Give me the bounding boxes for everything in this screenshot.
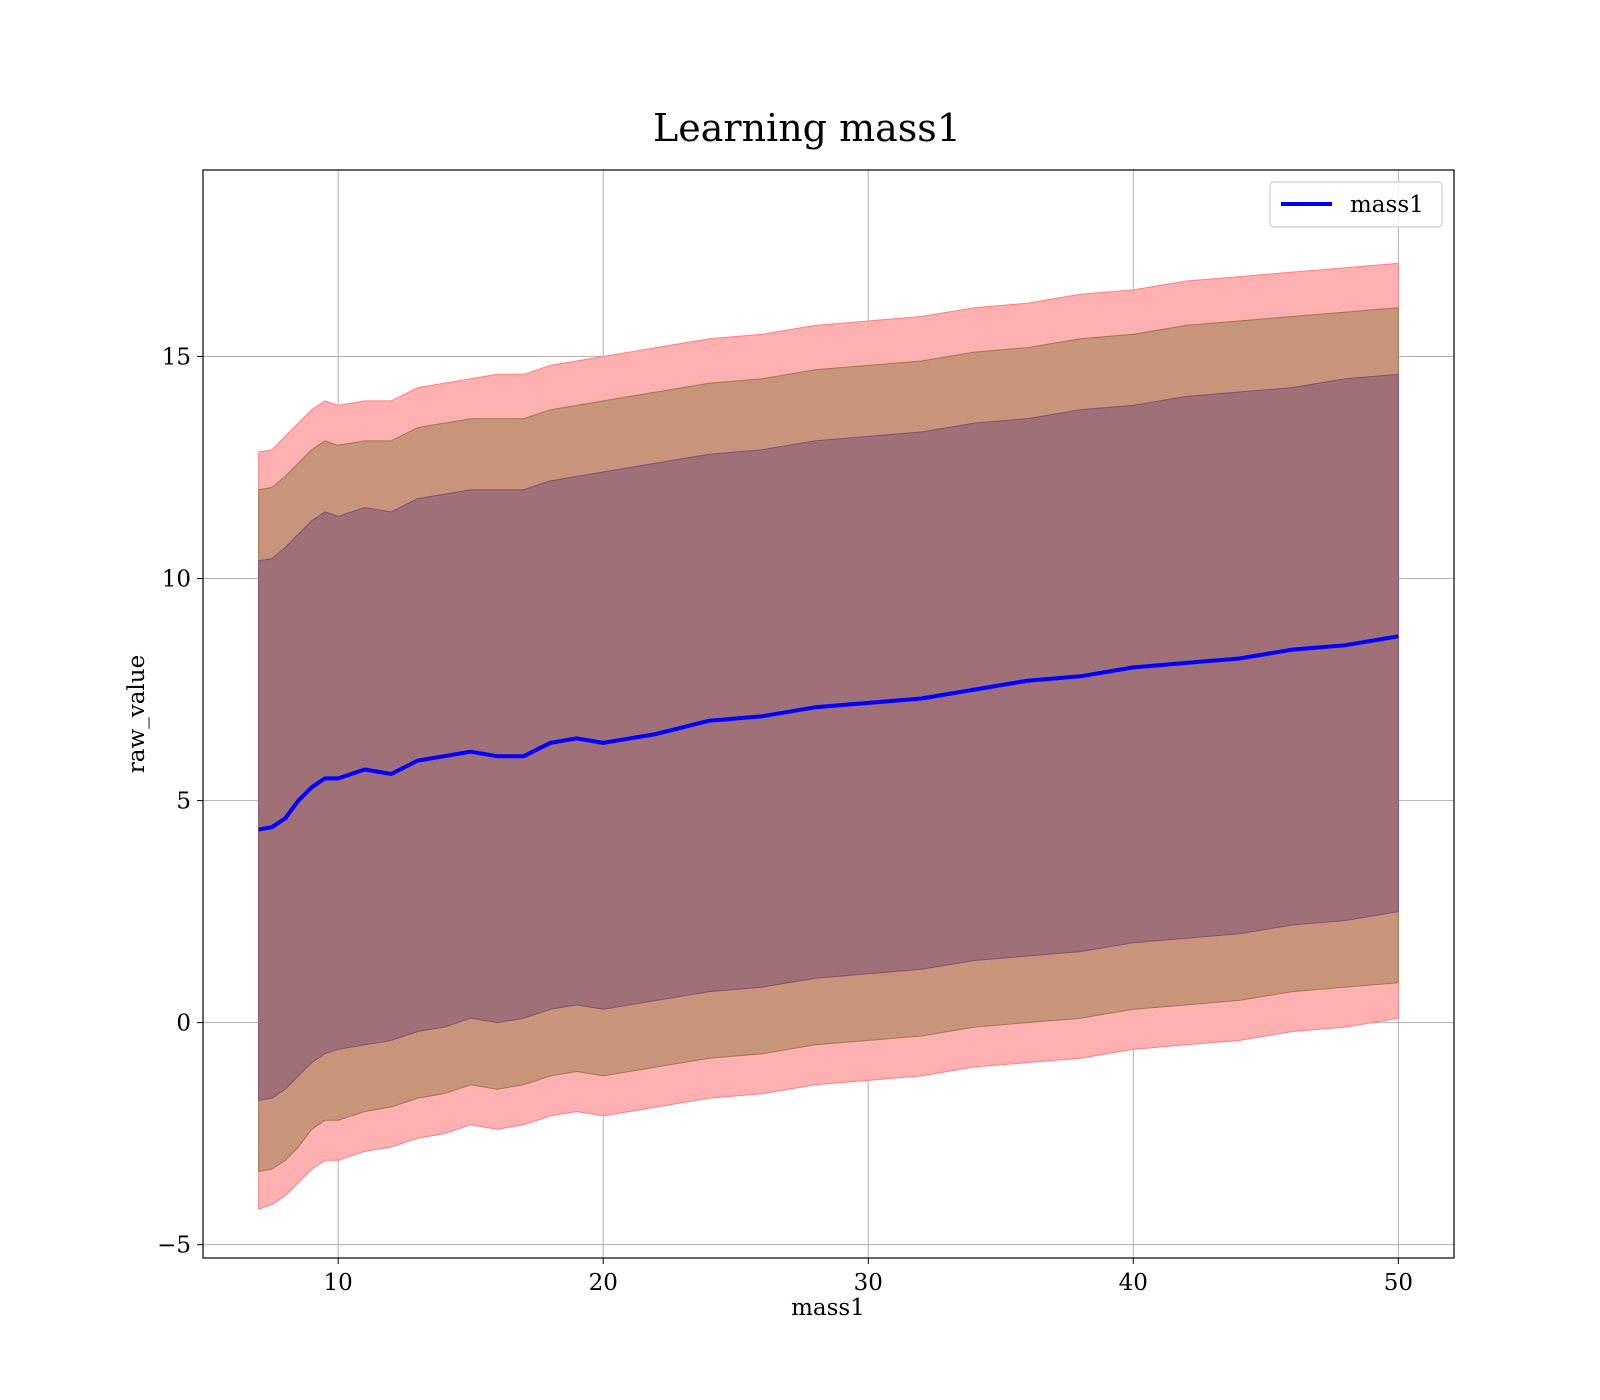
chart-title: Learning mass1 <box>653 106 961 150</box>
x-tick-label-3: 40 <box>1119 1270 1148 1296</box>
x-axis-label: mass1 <box>791 1295 865 1321</box>
legend-label-mass1: mass1 <box>1350 192 1424 218</box>
legend-box <box>1269 181 1443 228</box>
y-tick-label-1: 0 <box>176 1011 191 1037</box>
x-tick-label-1: 20 <box>589 1270 618 1296</box>
y-tick-label-4: 15 <box>162 345 191 371</box>
plot-area-frame <box>202 169 1455 1259</box>
series-line-mass1 <box>258 634 1399 832</box>
x-tick-label-0: 10 <box>324 1270 353 1296</box>
legend: mass1 <box>1269 181 1443 228</box>
axis-ticks: 10 20 30 40 50 −5 0 5 10 15 <box>157 345 1413 1296</box>
band-inner <box>258 373 1399 1101</box>
x-tick-label-2: 30 <box>854 1270 883 1296</box>
confidence-bands <box>258 262 1399 1210</box>
y-tick-label-2: 5 <box>176 789 191 815</box>
y-axis-label: raw_value <box>124 655 150 773</box>
series-lines <box>258 634 1399 832</box>
y-tick-label-0: −5 <box>157 1233 191 1259</box>
x-tick-label-4: 50 <box>1384 1270 1413 1296</box>
y-tick-label-3: 10 <box>162 567 191 593</box>
